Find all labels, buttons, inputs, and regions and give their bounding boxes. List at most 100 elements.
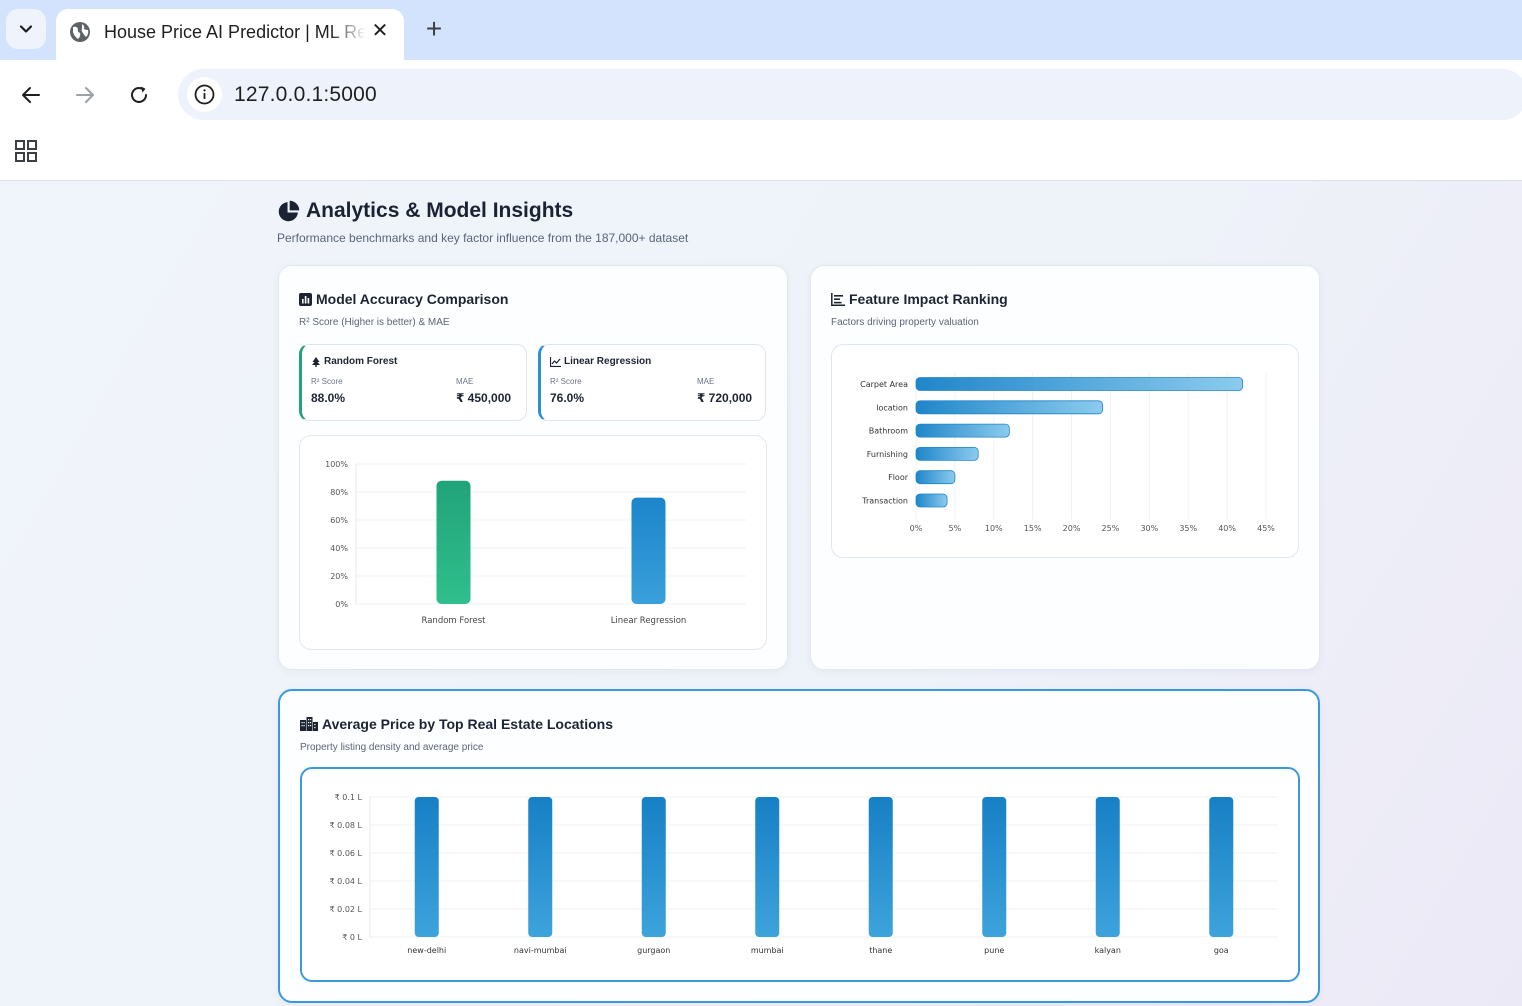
x-tick-label: 30%: [1140, 524, 1158, 533]
random-forest-summary: Random Forest R² Score MAE 88.0% ₹ 450,0…: [299, 344, 527, 421]
card-title: Feature Impact Ranking: [831, 291, 1008, 307]
y-tick-label: 40%: [330, 544, 348, 553]
x-tick-label: 40%: [1218, 524, 1236, 533]
card-title: Model Accuracy Comparison: [299, 291, 508, 307]
x-tick-label: goa: [1214, 946, 1229, 955]
card-title-text: Feature Impact Ranking: [849, 291, 1008, 307]
chevron-down-icon: [19, 25, 33, 33]
y-tick-label: 60%: [330, 516, 348, 525]
x-tick-label: 5%: [949, 524, 962, 533]
bar: [436, 480, 471, 604]
site-info-button[interactable]: [187, 77, 222, 112]
linear-regression-summary: Linear Regression R² Score MAE 76.0% ₹ 7…: [538, 344, 766, 421]
page-title: Analytics & Model Insights: [277, 198, 688, 224]
card-title-text: Average Price by Top Real Estate Locatio…: [322, 716, 613, 732]
mae-label: MAE: [697, 377, 715, 386]
arrow-right-icon: [76, 87, 94, 103]
x-tick-label: navi-mumbai: [514, 946, 567, 955]
bar: [915, 493, 948, 508]
x-tick-label: gurgaon: [637, 946, 670, 955]
arrow-left-icon: [22, 87, 40, 103]
feature-impact-chart: 0% 5% 10% 15% 20% 25% 30% 35% 40% 45% Carpet Area l…: [860, 373, 1275, 533]
page-title-text: Analytics & Model Insights: [306, 199, 574, 222]
forward-button[interactable]: [68, 78, 102, 112]
bar: [641, 797, 666, 937]
line-chart-icon: [550, 356, 561, 367]
x-tick-label: 45%: [1257, 524, 1275, 533]
tab-search-button[interactable]: [6, 9, 46, 49]
bar: [755, 797, 780, 937]
bar: [915, 377, 1244, 391]
y-tick-label: Carpet Area: [860, 380, 908, 389]
feature-chart-container: 0% 5% 10% 15% 20% 25% 30% 35% 40% 45% Carpet Area l…: [831, 344, 1299, 558]
address-bar[interactable]: 127.0.0.1:5000: [178, 69, 1522, 120]
x-tick-label: thane: [869, 946, 892, 955]
y-tick-label: 100%: [325, 460, 348, 469]
r2-label: R² Score: [311, 377, 343, 386]
globe-icon: [70, 22, 90, 42]
y-tick-label: ₹ 0 L: [342, 933, 362, 942]
back-button[interactable]: [14, 78, 48, 112]
model-name-text: Random Forest: [324, 356, 398, 367]
tree-icon: [312, 356, 320, 367]
location-price-card: Average Price by Top Real Estate Locatio…: [278, 689, 1320, 1003]
feature-impact-card: Feature Impact Ranking Factors driving p…: [810, 265, 1320, 670]
model-name: Linear Regression: [550, 356, 651, 367]
browser-tab[interactable]: House Price AI Predictor | ML Real Estat…: [56, 9, 404, 60]
mae-value: ₹ 450,000: [456, 391, 512, 405]
x-tick-label: pune: [984, 946, 1004, 955]
x-tick-label: mumbai: [751, 946, 784, 955]
x-tick-label: 10%: [985, 524, 1003, 533]
x-tick-label: kalyan: [1095, 946, 1121, 955]
bar: [1209, 797, 1234, 937]
bar: [915, 470, 956, 485]
r2-value: 76.0%: [550, 391, 585, 405]
model-accuracy-card: Model Accuracy Comparison R² Score (High…: [278, 265, 788, 670]
browser-toolbar: 127.0.0.1:5000: [0, 60, 1522, 130]
section-header: Analytics & Model Insights Performance b…: [277, 198, 688, 245]
bar: [1095, 797, 1120, 937]
info-icon: [194, 84, 215, 105]
location-chart-container: ₹ 0 L ₹ 0.02 L ₹ 0.04 L ₹ 0.06 L ₹ 0.08 L ₹ 0…: [300, 767, 1300, 982]
x-tick-label: new-delhi: [407, 946, 446, 955]
reload-icon: [131, 86, 147, 103]
bar-chart-horizontal-icon: [831, 292, 845, 306]
y-tick-label: location: [876, 403, 908, 412]
pie-chart-icon: [278, 200, 300, 221]
card-subtitle: Property listing density and average pri…: [300, 742, 484, 753]
card-subtitle: R² Score (Higher is better) & MAE: [299, 317, 450, 328]
y-tick-label: ₹ 0.02 L: [330, 905, 363, 914]
y-tick-label: ₹ 0.08 L: [330, 821, 363, 830]
card-title-text: Model Accuracy Comparison: [316, 291, 509, 307]
reload-button[interactable]: [122, 78, 156, 112]
y-tick-label: ₹ 0.1 L: [335, 793, 363, 802]
location-price-chart: ₹ 0 L ₹ 0.02 L ₹ 0.04 L ₹ 0.06 L ₹ 0.08 L ₹ 0…: [330, 793, 1278, 955]
y-tick-label: Bathroom: [869, 427, 909, 436]
model-name-text: Linear Regression: [564, 356, 652, 367]
url-text[interactable]: 127.0.0.1:5000: [234, 83, 377, 106]
r2-value: 88.0%: [311, 391, 346, 405]
city-buildings-icon: [300, 717, 318, 731]
close-tab-icon[interactable]: ✕: [371, 20, 389, 42]
bar: [982, 797, 1007, 937]
tab-strip: House Price AI Predictor | ML Real Estat…: [0, 0, 1522, 60]
y-tick-label: Transaction: [861, 497, 908, 506]
page-subtitle: Performance benchmarks and key factor in…: [277, 231, 689, 245]
new-tab-button[interactable]: +: [425, 13, 443, 44]
x-tick-label: Random Forest: [422, 616, 487, 626]
r2-label: R² Score: [550, 377, 582, 386]
bookmarks-bar: [0, 130, 1522, 181]
x-tick-label: Linear Regression: [611, 616, 687, 626]
y-tick-label: ₹ 0.06 L: [330, 849, 363, 858]
bar: [631, 497, 666, 604]
mae-label: MAE: [456, 377, 474, 386]
x-tick-label: 35%: [1179, 524, 1197, 533]
page-content: Analytics & Model Insights Performance b…: [0, 181, 1522, 1006]
bar: [915, 400, 1104, 415]
card-subtitle: Factors driving property valuation: [831, 317, 979, 328]
bar-chart-icon: [299, 292, 312, 306]
mae-value: ₹ 720,000: [697, 391, 753, 405]
apps-grid-icon[interactable]: [14, 139, 38, 163]
accuracy-bar-chart: 0% 20% 40% 60% 80% 100% Random Forest Linear Re…: [325, 460, 746, 626]
y-tick-label: 0%: [335, 600, 348, 609]
